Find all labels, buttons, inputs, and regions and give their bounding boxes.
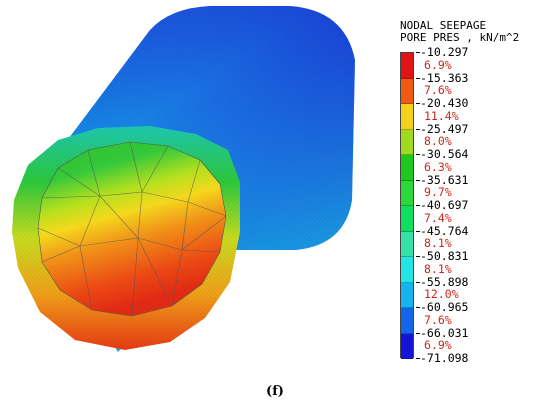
- legend-percent-label: 8.1%: [424, 236, 452, 251]
- legend-percent-label: 6.9%: [424, 338, 452, 353]
- legend-swatch: [401, 206, 413, 232]
- legend-swatch: [401, 129, 413, 155]
- legend-swatch: [401, 231, 413, 257]
- legend-tick-line: [416, 230, 420, 232]
- legend-percent-label: 11.4%: [424, 108, 459, 123]
- legend-percent-label: 6.9%: [424, 57, 452, 72]
- legend-tick-line: [416, 77, 420, 79]
- legend-tick-label: -40.697: [420, 198, 469, 212]
- legend-tick-line: [416, 281, 420, 283]
- legend-percent-label: 6.3%: [424, 159, 452, 174]
- legend-swatch: [401, 257, 413, 283]
- face-mesh: [37, 141, 227, 317]
- figure-caption: (f): [266, 384, 284, 399]
- legend-percent-label: 7.6%: [424, 312, 452, 327]
- legend-tick-line: [416, 179, 420, 181]
- legend-tick-label: -66.031: [420, 325, 469, 340]
- legend-tick-label: -20.430: [420, 96, 469, 110]
- legend-swatch: [401, 180, 413, 206]
- legend-tick-label: -35.631: [420, 172, 469, 187]
- legend-tick-label: -50.831: [420, 249, 469, 263]
- legend-title-line2: PORE PRES , kN/m^2: [400, 31, 520, 44]
- legend-tick-label: -55.898: [420, 274, 469, 289]
- legend-tick-line: [416, 52, 420, 53]
- legend-tick-line: [416, 358, 420, 359]
- legend-tick-line: [416, 256, 420, 257]
- legend-swatch: [401, 104, 413, 130]
- legend-tick-line: [416, 205, 420, 206]
- legend-tick-line: [416, 154, 420, 155]
- legend-swatch: [401, 333, 413, 359]
- legend-tick-line: [416, 128, 420, 130]
- legend-tick-line: [416, 103, 420, 104]
- legend-tick-label: -10.297: [420, 45, 469, 59]
- legend-percent-label: 9.7%: [424, 185, 452, 200]
- legend-tick-label: -30.564: [420, 147, 469, 161]
- legend-tick-label: -25.497: [420, 121, 469, 136]
- legend-tick-line: [416, 307, 420, 308]
- legend-swatch: [401, 155, 413, 181]
- legend-percent-label: 12.0%: [424, 287, 459, 302]
- legend-percent-label: 7.6%: [424, 83, 452, 98]
- legend-swatch: [401, 282, 413, 308]
- legend-tick-label: -71.098: [420, 351, 469, 365]
- legend-tick-label: -45.764: [420, 223, 469, 238]
- legend-percent-label: 7.4%: [424, 210, 452, 225]
- legend-title: NODAL SEEPAGE PORE PRES , kN/m^2: [400, 20, 519, 44]
- legend-tick-label: -15.363: [420, 70, 469, 85]
- legend-tick-label: -60.965: [420, 300, 469, 314]
- cylinder-contour-model: [12, 6, 355, 352]
- legend-tick-line: [416, 332, 420, 334]
- legend-color-bar: [400, 52, 414, 359]
- legend-swatch: [401, 308, 413, 334]
- legend-swatch: [401, 78, 413, 104]
- legend-percent-label: 8.1%: [424, 261, 452, 276]
- legend-percent-label: 8.0%: [424, 134, 452, 149]
- legend-swatch: [401, 53, 413, 79]
- legend-title-line1: NODAL SEEPAGE: [400, 19, 487, 32]
